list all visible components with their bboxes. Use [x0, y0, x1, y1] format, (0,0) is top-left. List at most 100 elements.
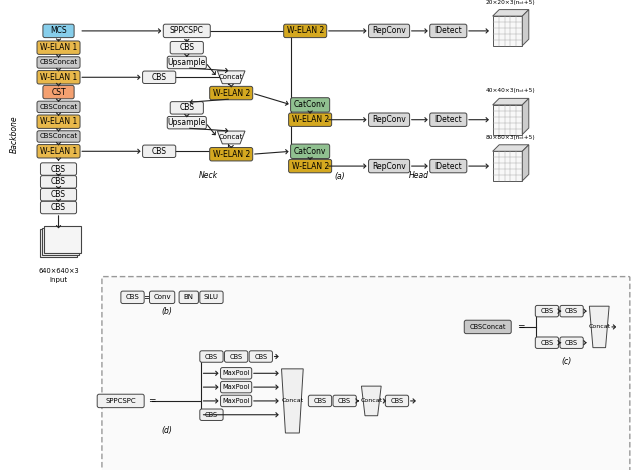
- Text: IDetect: IDetect: [435, 162, 462, 171]
- FancyBboxPatch shape: [37, 57, 80, 68]
- Polygon shape: [218, 71, 245, 84]
- FancyBboxPatch shape: [291, 144, 330, 158]
- Text: W-ELAN 2: W-ELAN 2: [287, 26, 324, 35]
- FancyBboxPatch shape: [40, 163, 77, 175]
- FancyBboxPatch shape: [97, 394, 144, 407]
- Text: (b): (b): [162, 306, 173, 316]
- FancyBboxPatch shape: [102, 277, 630, 470]
- Text: W-ELAN 2: W-ELAN 2: [212, 150, 250, 159]
- Text: MaxPool: MaxPool: [222, 398, 250, 404]
- FancyBboxPatch shape: [535, 337, 559, 348]
- Polygon shape: [522, 98, 529, 134]
- FancyBboxPatch shape: [429, 24, 467, 38]
- Text: CBS: CBS: [314, 398, 326, 404]
- FancyBboxPatch shape: [170, 102, 204, 114]
- Text: RepConv: RepConv: [372, 162, 406, 171]
- Text: 40×40×3(nₒₜ+5): 40×40×3(nₒₜ+5): [486, 88, 536, 94]
- Text: (d): (d): [162, 426, 173, 435]
- Text: 20×20×3(nₒₜ+5): 20×20×3(nₒₜ+5): [486, 0, 536, 5]
- FancyBboxPatch shape: [37, 41, 80, 55]
- Text: MaxPool: MaxPool: [222, 384, 250, 390]
- Polygon shape: [493, 98, 529, 105]
- Text: Concat: Concat: [360, 399, 382, 403]
- Text: CBSConcat: CBSConcat: [470, 324, 506, 330]
- FancyBboxPatch shape: [121, 291, 144, 304]
- FancyBboxPatch shape: [37, 145, 80, 158]
- Text: CBSConcat: CBSConcat: [40, 104, 77, 110]
- FancyBboxPatch shape: [40, 188, 77, 201]
- Text: CBS: CBS: [51, 177, 66, 187]
- FancyBboxPatch shape: [221, 395, 252, 407]
- Text: SPPCSPC: SPPCSPC: [170, 26, 204, 35]
- Text: (c): (c): [561, 357, 572, 366]
- Text: Upsample: Upsample: [168, 118, 206, 127]
- Text: CBS: CBS: [254, 353, 268, 360]
- FancyBboxPatch shape: [308, 395, 332, 407]
- Text: CBS: CBS: [51, 164, 66, 173]
- Text: W-ELAN 2: W-ELAN 2: [291, 115, 329, 124]
- Text: (a): (a): [335, 172, 345, 181]
- Polygon shape: [218, 131, 245, 144]
- FancyBboxPatch shape: [40, 201, 77, 214]
- Text: CBS: CBS: [51, 203, 66, 212]
- Polygon shape: [522, 9, 529, 46]
- FancyBboxPatch shape: [369, 24, 410, 38]
- Text: CBS: CBS: [230, 353, 243, 360]
- Text: CBS: CBS: [338, 398, 351, 404]
- Text: CBS: CBS: [565, 340, 578, 346]
- FancyBboxPatch shape: [210, 148, 253, 161]
- Text: W-ELAN 1: W-ELAN 1: [40, 43, 77, 52]
- Text: RepConv: RepConv: [372, 115, 406, 124]
- Text: W-ELAN 2: W-ELAN 2: [291, 162, 329, 171]
- Text: Concat: Concat: [219, 134, 243, 141]
- FancyBboxPatch shape: [43, 86, 74, 99]
- FancyBboxPatch shape: [43, 24, 74, 38]
- Text: Head: Head: [409, 172, 429, 180]
- FancyBboxPatch shape: [143, 145, 176, 157]
- Text: 80×80×3(nₒₜ+5): 80×80×3(nₒₜ+5): [486, 135, 536, 140]
- Bar: [493, 151, 522, 181]
- Text: IDetect: IDetect: [435, 26, 462, 35]
- Text: Concat: Concat: [588, 324, 611, 329]
- FancyBboxPatch shape: [150, 291, 175, 304]
- FancyBboxPatch shape: [464, 320, 511, 334]
- Text: W-ELAN 2: W-ELAN 2: [212, 88, 250, 98]
- Text: BN: BN: [184, 294, 194, 300]
- Text: CBS: CBS: [179, 43, 195, 52]
- Text: CBSConcat: CBSConcat: [40, 60, 77, 65]
- Text: CBS: CBS: [565, 308, 578, 314]
- FancyBboxPatch shape: [143, 71, 176, 84]
- FancyBboxPatch shape: [291, 98, 330, 112]
- Text: W-ELAN 1: W-ELAN 1: [40, 147, 77, 156]
- FancyBboxPatch shape: [163, 24, 211, 38]
- FancyBboxPatch shape: [200, 351, 223, 362]
- FancyBboxPatch shape: [210, 86, 253, 100]
- Text: MCS: MCS: [50, 26, 67, 35]
- Text: CBS: CBS: [125, 294, 140, 300]
- Text: Neck: Neck: [199, 172, 218, 180]
- Text: CBS: CBS: [205, 353, 218, 360]
- Text: CBS: CBS: [152, 147, 166, 156]
- FancyBboxPatch shape: [369, 113, 410, 126]
- Text: CBS: CBS: [540, 308, 554, 314]
- Text: SiLU: SiLU: [204, 294, 219, 300]
- Polygon shape: [493, 9, 529, 16]
- FancyBboxPatch shape: [333, 395, 356, 407]
- Text: Backbone: Backbone: [10, 116, 19, 153]
- FancyBboxPatch shape: [225, 351, 248, 362]
- Bar: [42, 227, 79, 255]
- Text: IDetect: IDetect: [435, 115, 462, 124]
- Text: =: =: [143, 293, 150, 302]
- Text: Concat: Concat: [282, 399, 303, 403]
- Text: CBS: CBS: [51, 190, 66, 199]
- Polygon shape: [589, 306, 609, 348]
- Text: CST: CST: [51, 87, 66, 96]
- FancyBboxPatch shape: [284, 24, 326, 38]
- FancyBboxPatch shape: [289, 159, 332, 173]
- Text: Concat: Concat: [219, 74, 243, 80]
- FancyBboxPatch shape: [289, 113, 332, 126]
- Text: SPPCSPC: SPPCSPC: [106, 398, 136, 404]
- FancyBboxPatch shape: [249, 351, 273, 362]
- Text: CatConv: CatConv: [294, 101, 326, 110]
- FancyBboxPatch shape: [200, 409, 223, 421]
